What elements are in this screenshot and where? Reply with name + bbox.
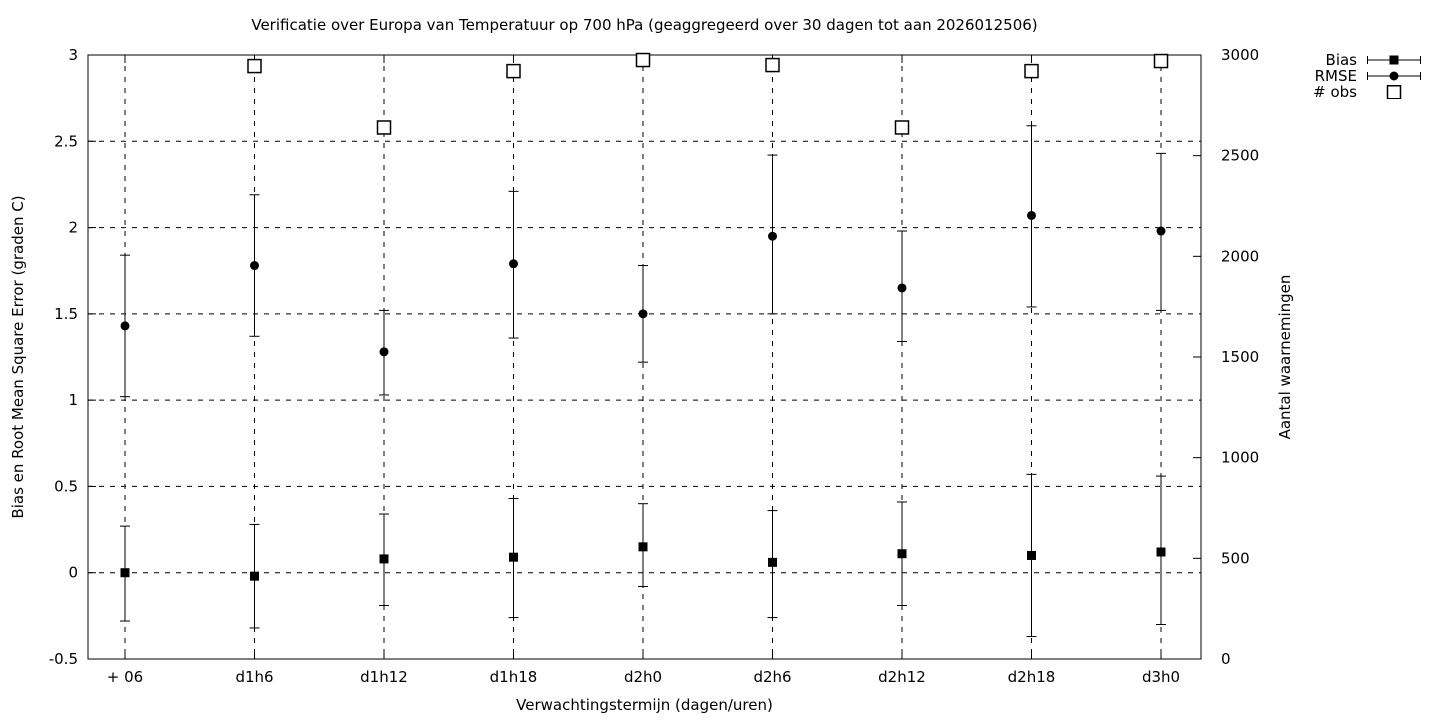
rmse-marker <box>250 261 259 271</box>
bias-marker <box>250 571 259 581</box>
obs-marker <box>765 57 780 73</box>
y-right-tick-label: 1500 <box>1221 348 1259 366</box>
x-category-label: d2h18 <box>1008 668 1056 686</box>
obs-marker <box>247 58 262 74</box>
rmse-marker <box>509 259 518 269</box>
legend-row-rmse: RMSE <box>1272 67 1422 85</box>
obs-marker <box>376 120 392 135</box>
bias-marker <box>1027 550 1036 560</box>
bias-marker <box>1156 547 1166 557</box>
x-category-label: d3h0 <box>1142 668 1180 686</box>
rmse-marker <box>1027 210 1036 220</box>
x-category-label: d1h18 <box>490 668 538 686</box>
legend-sample-rmse-errorbar-icon <box>1367 71 1421 81</box>
rmse-marker <box>379 347 389 357</box>
rmse-marker <box>120 321 130 331</box>
y-left-tick-label: 1 <box>68 391 78 409</box>
y-right-tick-label: 0 <box>1221 650 1231 668</box>
y-axis-right-label: Aantal waarnemingen <box>1276 274 1294 440</box>
y-right-tick-label: 2000 <box>1221 247 1259 265</box>
legend-sample-obs-square-icon <box>1386 85 1402 99</box>
y-right-tick-label: 1000 <box>1221 449 1259 467</box>
x-category-label: d1h6 <box>235 668 273 686</box>
x-category-label: d2h0 <box>624 668 662 686</box>
legend-label-rmse: RMSE <box>1314 67 1357 85</box>
obs-marker <box>635 52 651 68</box>
bias-marker <box>638 542 648 552</box>
y-left-tick-label: -0.5 <box>49 650 78 668</box>
obs-marker <box>1153 53 1169 69</box>
legend-sample-bias-errorbar-icon <box>1367 55 1421 65</box>
bias-marker <box>120 568 130 578</box>
legend-label-obs: # obs <box>1313 83 1357 101</box>
y-left-tick-label: 2.5 <box>54 132 78 150</box>
rmse-marker <box>638 309 648 319</box>
rmse-marker <box>897 283 907 293</box>
x-category-label: d2h6 <box>753 668 791 686</box>
x-axis-title: Verwachtingstermijn (dagen/uren) <box>516 696 773 714</box>
y-right-tick-label: 2500 <box>1221 147 1259 165</box>
legend-row-obs: # obs <box>1272 83 1422 101</box>
bias-marker <box>897 549 907 559</box>
y-left-tick-label: 0 <box>68 564 78 582</box>
obs-marker <box>894 120 910 135</box>
obs-marker <box>1024 63 1039 79</box>
rmse-marker <box>1156 226 1166 236</box>
x-category-label: + 06 <box>107 668 143 686</box>
y-right-tick-label: 3000 <box>1221 46 1259 64</box>
x-category-label: d2h12 <box>878 668 926 686</box>
y-right-tick-label: 500 <box>1221 549 1250 567</box>
legend: Bias RMSE # obs <box>1272 51 1422 101</box>
bias-marker <box>509 552 518 562</box>
legend-label-bias: Bias <box>1325 51 1357 69</box>
y-left-tick-label: 0.5 <box>54 477 78 495</box>
y-axis-left-label: Bias en Root Mean Square Error (graden C… <box>9 195 27 519</box>
y-left-tick-label: 3 <box>68 46 78 64</box>
legend-row-bias: Bias <box>1272 51 1422 69</box>
bias-marker <box>768 557 777 567</box>
chart-title: Verificatie over Europa van Temperatuur … <box>251 16 1038 34</box>
y-left-tick-label: 2 <box>68 219 78 237</box>
rmse-marker <box>768 231 777 241</box>
x-category-label: d1h12 <box>360 668 408 686</box>
bias-marker <box>379 554 389 564</box>
y-left-tick-label: 1.5 <box>54 305 78 323</box>
obs-marker <box>506 63 521 79</box>
